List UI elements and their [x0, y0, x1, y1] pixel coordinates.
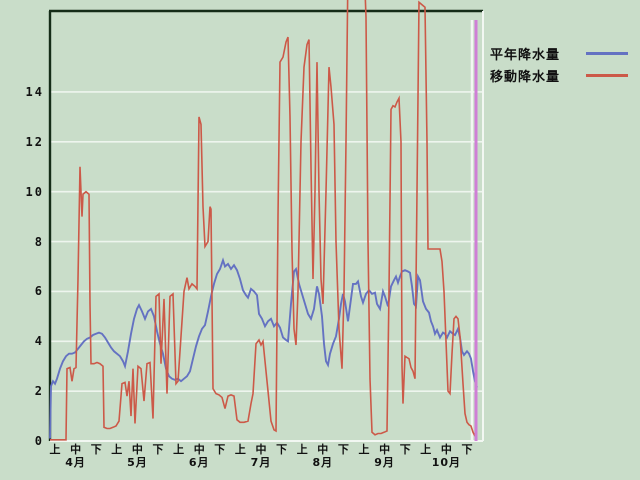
x-tick-label-period: 上: [111, 443, 123, 456]
y-tick-label: 0: [34, 434, 44, 448]
x-tick-label-month: 7月: [250, 456, 272, 469]
legend-item: 移動降水量: [490, 64, 628, 86]
series-line-moving-precip: [50, 0, 478, 441]
legend-line-sample: [586, 51, 628, 55]
y-tick-label: 8: [34, 234, 44, 249]
x-tick-label-period: 上: [296, 443, 308, 456]
x-tick-label-period: 下: [399, 443, 411, 456]
legend-item: 平年降水量: [490, 42, 628, 64]
y-tick-label: 14: [25, 84, 44, 99]
x-tick-label-period: 上: [420, 443, 432, 456]
x-tick-label-period: 上: [358, 443, 370, 456]
x-tick-label-period: 中: [255, 443, 267, 456]
x-tick-label-month: 4月: [65, 456, 86, 469]
y-tick-label: 2: [34, 384, 44, 399]
y-tick-label: 6: [34, 284, 44, 299]
x-tick-label-month: 6月: [188, 456, 210, 469]
x-tick-label-period: 中: [379, 443, 391, 456]
x-tick-label-period: 下: [461, 443, 473, 456]
y-tick-label: 4: [34, 334, 44, 349]
x-tick-label-period: 上: [49, 443, 61, 456]
x-tick-label-period: 中: [193, 443, 205, 456]
x-tick-label-period: 下: [214, 443, 226, 456]
legend-line-sample: [586, 73, 628, 77]
x-tick-label-period: 下: [152, 443, 164, 456]
x-tick-label-period: 下: [337, 443, 349, 456]
x-tick-label-period: 上: [234, 443, 246, 456]
x-tick-label-period: 中: [131, 443, 143, 456]
legend: 平年降水量移動降水量: [490, 42, 628, 86]
x-tick-label-period: 下: [276, 443, 288, 456]
x-tick-label-period: 中: [70, 443, 82, 456]
x-tick-label-period: 下: [90, 443, 102, 456]
x-tick-label-month: 8月: [312, 456, 334, 469]
x-tick-label-month: 10月: [431, 456, 462, 469]
x-tick-label-period: 中: [440, 443, 452, 456]
legend-label: 平年降水量: [490, 47, 561, 63]
x-tick-label-month: 5月: [127, 456, 148, 469]
x-tick-label-month: 9月: [374, 456, 395, 469]
y-tick-label: 10: [25, 184, 44, 199]
y-tick-label: 12: [25, 134, 44, 149]
legend-label: 移動降水量: [490, 69, 561, 85]
x-tick-label-period: 中: [317, 443, 329, 456]
x-tick-label-period: 上: [173, 443, 185, 456]
